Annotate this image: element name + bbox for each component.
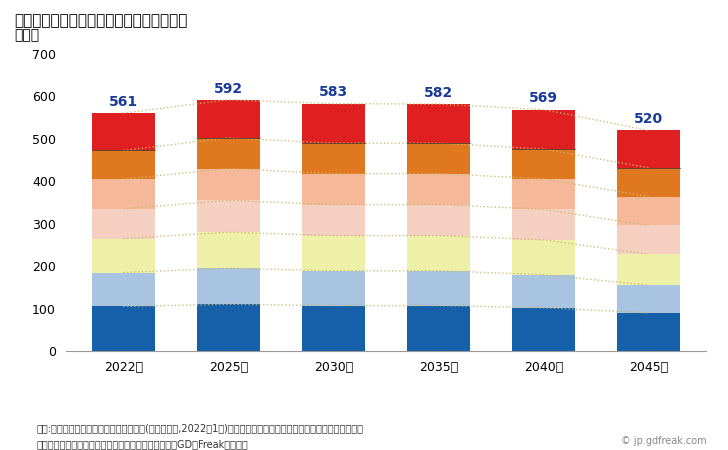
Bar — [92, 209, 155, 238]
Bar — [92, 306, 155, 351]
Bar — [197, 268, 260, 304]
Bar — [512, 149, 575, 179]
Bar — [617, 168, 680, 197]
Text: ［人］: ［人］ — [15, 28, 39, 42]
Text: 吉賀町の要介護（要支援）者数の将来推計: 吉賀町の要介護（要支援）者数の将来推計 — [15, 14, 188, 28]
Bar — [197, 200, 260, 232]
Text: 要介護度別平均認定率を当域内人口構成に当てはめてGD　Freakが算出。: 要介護度別平均認定率を当域内人口構成に当てはめてGD Freakが算出。 — [36, 439, 248, 449]
Bar — [92, 179, 155, 209]
Bar — [302, 236, 365, 271]
Bar — [407, 143, 470, 174]
Bar — [197, 138, 260, 169]
Bar — [92, 113, 155, 150]
Bar — [617, 285, 680, 313]
Bar — [407, 271, 470, 306]
Bar — [617, 254, 680, 285]
Bar — [302, 271, 365, 306]
Text: © jp.gdfreak.com: © jp.gdfreak.com — [620, 436, 706, 446]
Bar — [512, 110, 575, 149]
Text: 520: 520 — [634, 112, 663, 126]
Bar — [512, 240, 575, 274]
Bar — [617, 130, 680, 168]
Text: 592: 592 — [214, 81, 243, 95]
Bar — [302, 205, 365, 236]
Bar — [512, 274, 575, 308]
Bar — [302, 104, 365, 143]
Bar — [302, 306, 365, 351]
Bar — [92, 238, 155, 273]
Bar — [302, 174, 365, 205]
Bar — [617, 225, 680, 254]
Bar — [407, 306, 470, 351]
Bar — [197, 169, 260, 200]
Bar — [512, 209, 575, 240]
Bar — [302, 143, 365, 174]
Text: 583: 583 — [319, 86, 348, 99]
Bar — [407, 104, 470, 143]
Bar — [92, 150, 155, 179]
Bar — [407, 174, 470, 205]
Bar — [512, 308, 575, 351]
Bar — [197, 232, 260, 268]
Text: 569: 569 — [529, 91, 558, 105]
Bar — [617, 313, 680, 351]
Text: 582: 582 — [424, 86, 453, 100]
Bar — [512, 179, 575, 209]
Bar — [92, 273, 155, 306]
Bar — [197, 100, 260, 138]
Bar — [617, 197, 680, 225]
Bar — [407, 236, 470, 271]
Bar — [197, 304, 260, 351]
Text: 出所:実績値は「介護事業状況報告月報」(厚生労働省,2022年1月)。推計値は「全国又は都道府県の男女・年齢階層別: 出所:実績値は「介護事業状況報告月報」(厚生労働省,2022年1月)。推計値は「… — [36, 423, 363, 433]
Text: 561: 561 — [108, 95, 138, 109]
Bar — [407, 205, 470, 236]
